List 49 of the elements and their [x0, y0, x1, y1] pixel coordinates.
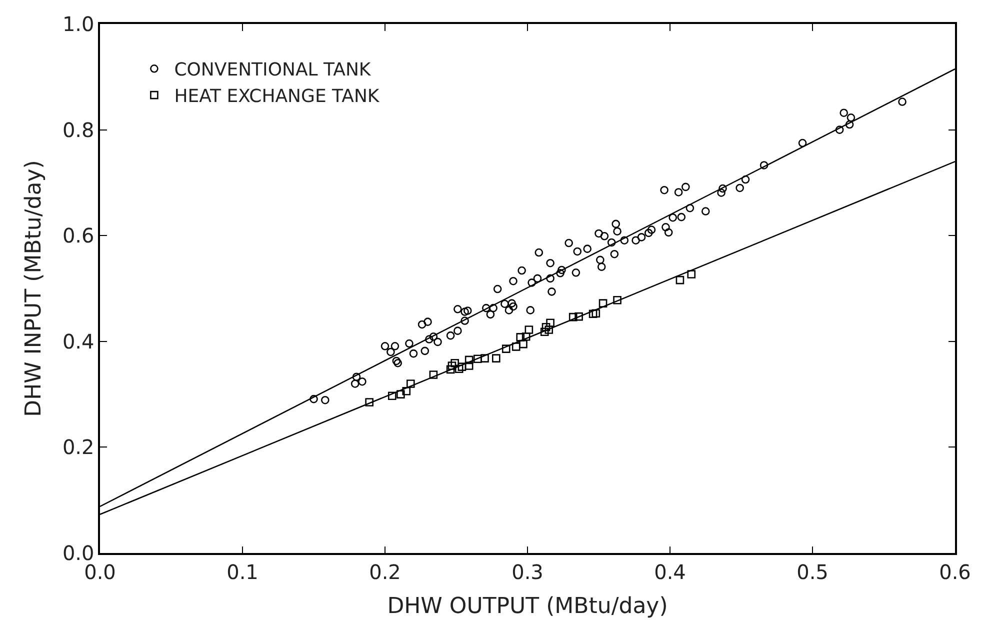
point [516, 333, 525, 342]
x-axis-title: DHW OUTPUT (MBtu/day) [387, 594, 668, 620]
y-tick-label: 1.0 [62, 12, 94, 36]
point [592, 309, 600, 318]
point [540, 328, 549, 336]
point [598, 299, 608, 308]
point [588, 310, 598, 318]
point [402, 386, 411, 396]
point [480, 354, 489, 362]
point [574, 312, 583, 321]
point [512, 342, 520, 351]
point [687, 270, 696, 278]
legend-label: HEAT EXCHANGE TANK [174, 86, 380, 108]
y-tick-label: 0.4 [62, 329, 94, 354]
point [568, 312, 578, 322]
point [396, 390, 405, 398]
point [542, 322, 550, 332]
legend-label: CONVENTIONAL TANK [174, 60, 372, 81]
y-tick-label: 0.2 [62, 435, 94, 460]
point [546, 318, 554, 328]
x-tick-label: 0.4 [654, 560, 686, 584]
point [492, 354, 500, 362]
point [676, 276, 684, 284]
point [502, 344, 510, 353]
point [446, 365, 455, 374]
point [406, 380, 415, 388]
point [388, 392, 396, 400]
x-tick-label: 0.5 [796, 560, 828, 584]
point [613, 296, 622, 304]
point [519, 340, 528, 348]
point [458, 362, 466, 371]
point [524, 326, 534, 334]
point [522, 332, 530, 341]
point [365, 398, 374, 406]
point [450, 358, 459, 368]
point [544, 326, 554, 334]
y-axis-title: DHW INPUT (MBtu/day) [22, 160, 47, 417]
point [429, 370, 438, 379]
x-tick-label: 0.3 [512, 560, 544, 584]
point [464, 362, 474, 370]
x-tick-label: 0.6 [939, 560, 971, 584]
x-tick-label: 0.1 [226, 560, 258, 584]
y-tick-label: 0.6 [62, 224, 94, 248]
x-tick-label: 0.2 [369, 560, 401, 584]
point [454, 364, 464, 374]
y-tick-label: 0.8 [62, 118, 94, 142]
point [473, 354, 482, 364]
point [464, 356, 474, 364]
point [448, 362, 456, 370]
